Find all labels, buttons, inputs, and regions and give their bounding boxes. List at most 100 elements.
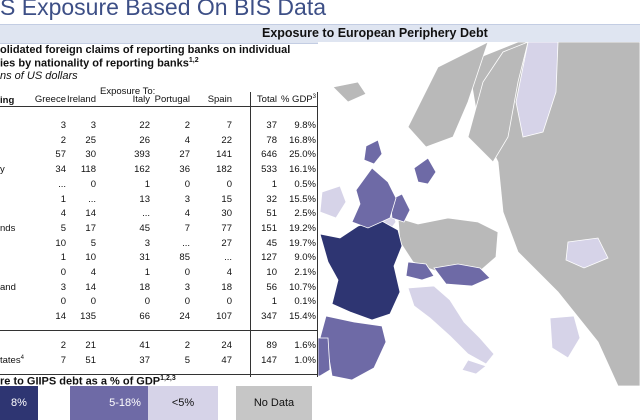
table-cell: 2: [60, 340, 66, 351]
table-cell: 4: [184, 208, 190, 220]
table-row: y 34 118 162 36 182 533 16.1%: [0, 164, 318, 177]
table-cell: 9.0%: [294, 252, 316, 264]
body-rule: [0, 330, 318, 331]
table-cell: 57: [55, 149, 66, 161]
table-cell: 24: [221, 340, 232, 351]
table-cell: 85: [179, 252, 190, 264]
map-portugal: [318, 337, 331, 377]
table-cell: 89: [266, 340, 277, 351]
table-cell: 24: [179, 311, 190, 323]
table-cell: 127: [261, 252, 277, 264]
table-cell: 0: [226, 296, 232, 308]
table-cell: 3: [60, 120, 66, 131]
table-cell: 30: [85, 149, 96, 161]
table-cell: 32: [266, 193, 277, 205]
column-header-1: Ireland: [66, 94, 96, 105]
table-cell: 0: [60, 267, 66, 278]
table-cell: 141: [216, 149, 232, 161]
table-cell: 0: [144, 296, 150, 308]
table-row: ... 0 1 0 0 1 0.5%: [0, 179, 318, 192]
table-cell: 2: [60, 134, 66, 146]
legend-nodata-label: No Data: [253, 397, 295, 409]
table-cell: 1: [144, 178, 150, 190]
map-scotland: [363, 139, 383, 165]
table-cell: 0: [184, 178, 190, 190]
table-cell: 151: [261, 222, 277, 234]
table-cell: 45: [266, 237, 277, 249]
table-cell: 10.7%: [289, 281, 316, 293]
table-cell: 15.5%: [289, 193, 316, 205]
column-header-3: Portugal: [154, 94, 190, 105]
table-cell: 15.4%: [289, 311, 316, 323]
legend-mid-label: 5-18%: [109, 397, 141, 409]
table-bottom-rule: [0, 374, 318, 375]
table-row: 3 3 22 2 7 37 9.8%: [0, 120, 318, 133]
table-cell: 393: [134, 149, 150, 161]
table-cell: 1.0%: [294, 355, 316, 366]
table-cell: 1: [60, 252, 66, 264]
table-bottom-row: 2 21 41 2 24 89 1.6%: [0, 340, 318, 353]
table-cell: 27: [221, 237, 232, 249]
table-cell: ...: [182, 237, 190, 249]
gdp-sup: 3: [312, 94, 316, 100]
table-cell: 18: [139, 281, 150, 293]
map-great-britain: [351, 167, 397, 229]
table-cell: 17: [85, 222, 96, 234]
legend-light: <5%: [148, 386, 218, 420]
table-cell: ...: [142, 208, 150, 220]
page-title: S Exposure Based On BIS Data: [0, 0, 327, 20]
table-cell: 25.0%: [289, 149, 316, 161]
table-cell: 31: [139, 252, 150, 264]
table-row: 57 30 393 27 141 646 25.0%: [0, 149, 318, 162]
legend-title-sup: 1,2,3: [160, 375, 176, 382]
table-cell: 14: [85, 208, 96, 220]
table-cell: 3: [60, 281, 66, 293]
table-cell: 37: [266, 120, 277, 131]
table-cell: 0: [60, 296, 66, 308]
table-cell: 3: [90, 120, 96, 131]
banner-title: Exposure to European Periphery Debt: [262, 26, 488, 40]
column-header-4: Spain: [207, 94, 232, 105]
header-left: ing: [0, 95, 15, 106]
table-cell: 5: [184, 355, 190, 366]
table-cell: 10: [266, 267, 277, 278]
table-cell: 0.5%: [294, 178, 316, 190]
table-cell: 5: [90, 237, 96, 249]
table-cell: 1: [271, 178, 277, 190]
table-cell: 30: [221, 208, 232, 220]
table-cell: 0: [184, 296, 190, 308]
description-line-2-sup: 1,2: [188, 57, 199, 64]
description-line-2-text: ies by nationality of reporting banks: [0, 57, 189, 70]
map-romania: [565, 237, 609, 269]
column-header-5: Total: [256, 94, 277, 105]
table-cell: 4: [226, 267, 232, 278]
table-cell: 2.5%: [294, 208, 316, 220]
table-row: 0 4 1 0 4 10 2.1%: [0, 267, 318, 280]
description-line-2: ies by nationality of reporting banks1,2: [0, 57, 199, 70]
table-cell: 3: [184, 281, 190, 293]
table-cell: 5: [60, 222, 66, 234]
table-cell: 27: [179, 149, 190, 161]
table-cell: 15: [221, 193, 232, 205]
table-divider-right: [317, 92, 318, 377]
column-header-2: Italy: [132, 94, 150, 105]
table-divider-left: [250, 92, 251, 377]
table-cell: ...: [224, 252, 232, 264]
table-cell: 0.1%: [294, 296, 316, 308]
row-label: and: [0, 281, 16, 293]
table-cell: 47: [221, 355, 232, 366]
table-cell: 36: [179, 164, 190, 176]
table-cell: 3: [184, 193, 190, 205]
table-cell: 16.8%: [289, 134, 316, 146]
header-rule: [0, 106, 318, 107]
map-denmark: [413, 157, 437, 185]
table-row: 10 5 3... 27 45 19.7%: [0, 238, 318, 251]
map-austria: [433, 263, 491, 287]
table-cell: 66: [139, 311, 150, 323]
table-cell: 7: [184, 222, 190, 234]
table-cell: 2.1%: [294, 267, 316, 278]
table-cell: 41: [139, 340, 150, 351]
column-header-6: % GDP3: [280, 94, 316, 106]
table-cell: ...: [58, 178, 66, 190]
table-cell: 7: [60, 355, 66, 366]
